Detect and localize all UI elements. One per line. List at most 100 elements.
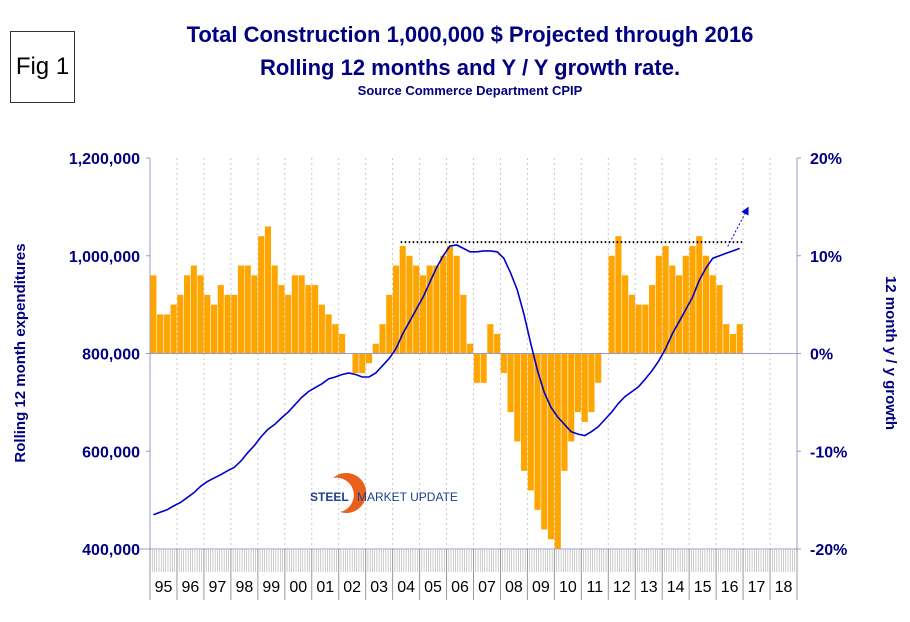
growth-bar	[655, 255, 662, 354]
growth-bar	[170, 304, 177, 354]
y-tick-label: 1,000,000	[69, 249, 140, 266]
figure-label: Fig 1	[10, 31, 75, 103]
growth-bar	[157, 314, 164, 354]
y-tick-label: 400,000	[82, 542, 140, 559]
growth-bar	[473, 353, 480, 383]
logo-text-bold: STEEL	[310, 490, 349, 504]
growth-bar	[494, 333, 501, 354]
y2-tick-label: 0%	[810, 347, 833, 364]
growth-bar	[177, 294, 184, 354]
x-tick-label: 11	[587, 579, 604, 596]
growth-bar	[467, 343, 474, 354]
growth-bar	[723, 324, 730, 354]
growth-bar	[433, 265, 440, 354]
growth-bar	[204, 294, 211, 354]
growth-bar	[595, 353, 602, 383]
growth-bar	[278, 285, 285, 354]
chart-subtitle: Rolling 12 months and Y / Y growth rate.	[259, 55, 681, 80]
growth-bar	[635, 304, 642, 354]
growth-bar	[258, 236, 265, 354]
growth-bar	[339, 333, 346, 354]
y2-tick-label: 10%	[810, 249, 842, 266]
growth-bar	[682, 255, 689, 354]
growth-bar	[318, 304, 325, 354]
growth-bar	[568, 353, 575, 442]
growth-bar	[702, 255, 710, 354]
growth-bar	[507, 353, 514, 413]
growth-bar	[453, 255, 460, 354]
growth-bar	[628, 294, 635, 354]
growth-bar	[689, 245, 696, 354]
growth-bar	[487, 324, 494, 354]
growth-bar	[554, 353, 561, 549]
growth-bar	[386, 294, 393, 354]
trend-arrow	[727, 206, 749, 247]
growth-bar	[500, 353, 507, 374]
x-tick-label: 18	[775, 579, 793, 596]
x-tick-label: 06	[451, 579, 469, 596]
x-tick-label: 97	[208, 579, 226, 596]
x-tick-label: 15	[694, 579, 712, 596]
x-tick-label: 95	[155, 579, 173, 596]
x-tick-label: 04	[397, 579, 415, 596]
growth-bar	[365, 353, 373, 364]
y-tick-label: 600,000	[82, 444, 140, 461]
x-tick-label: 07	[478, 579, 496, 596]
growth-bar	[574, 353, 582, 413]
y-tick-label: 800,000	[82, 347, 140, 364]
x-tick-label: 01	[316, 579, 334, 596]
growth-bar	[399, 245, 406, 354]
x-tick-label: 00	[289, 579, 307, 596]
growth-bar	[440, 255, 447, 354]
growth-bar	[709, 275, 716, 354]
growth-bar	[197, 275, 204, 354]
growth-bar	[622, 275, 629, 354]
growth-bar	[163, 314, 170, 354]
growth-bar	[419, 275, 427, 354]
growth-bar	[271, 265, 278, 354]
growth-bar	[406, 255, 413, 354]
y-axis-label: Rolling 12 month expenditures	[12, 243, 29, 462]
growth-bar	[231, 294, 238, 354]
growth-bar	[291, 275, 298, 354]
growth-bar	[729, 333, 737, 354]
logo-text: MARKET UPDATE	[357, 490, 458, 504]
x-tick-label: 13	[640, 579, 658, 596]
growth-bar	[332, 324, 339, 354]
x-tick-label: 02	[343, 579, 361, 596]
y-tick-label: 1,200,000	[69, 151, 140, 168]
growth-bar	[480, 353, 487, 383]
x-tick-label: 98	[235, 579, 253, 596]
growth-bar	[183, 275, 191, 354]
growth-bar	[696, 236, 703, 354]
growth-bar	[588, 353, 595, 413]
growth-bar	[352, 353, 359, 374]
growth-bar	[541, 353, 548, 530]
growth-bar	[359, 353, 366, 374]
growth-bar	[305, 285, 312, 354]
x-tick-label: 08	[505, 579, 523, 596]
growth-bar	[520, 353, 528, 471]
growth-bar	[298, 275, 305, 354]
x-tick-label: 96	[182, 579, 200, 596]
growth-bar	[237, 265, 245, 354]
growth-bar	[446, 245, 453, 354]
growth-bar	[224, 294, 231, 354]
growth-bar	[736, 324, 743, 354]
growth-bar	[581, 353, 588, 422]
growth-bar	[662, 245, 669, 354]
growth-bar	[460, 294, 467, 354]
x-tick-label: 17	[748, 579, 766, 596]
growth-bar	[210, 304, 218, 354]
growth-bar	[244, 265, 251, 354]
growth-bar	[669, 265, 676, 354]
x-tick-label: 99	[262, 579, 280, 596]
chart-source: Source Commerce Department CPIP	[357, 83, 583, 98]
growth-bar	[514, 353, 521, 442]
growth-bar	[217, 285, 224, 354]
x-tick-label: 12	[613, 579, 631, 596]
growth-bar	[190, 265, 197, 354]
growth-bar	[716, 285, 723, 354]
y2-tick-label: -20%	[810, 542, 847, 559]
